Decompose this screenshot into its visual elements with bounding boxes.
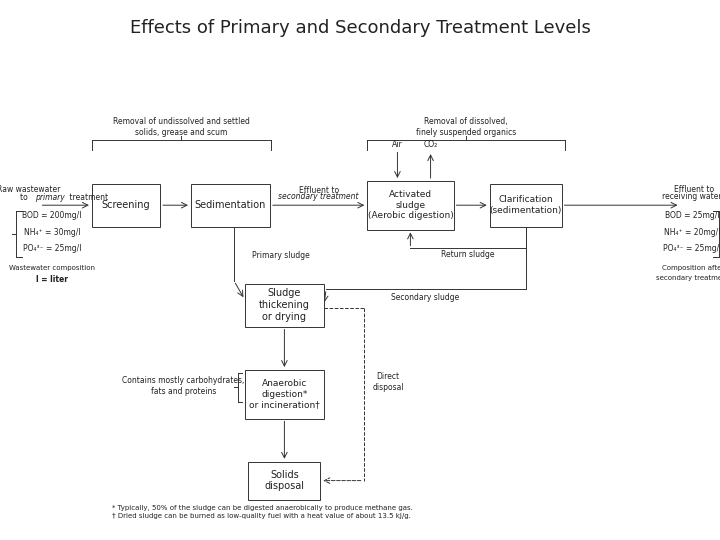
Text: Sludge
thickening
or drying: Sludge thickening or drying bbox=[259, 288, 310, 322]
Text: Clarification
(sedimentation): Clarification (sedimentation) bbox=[490, 195, 562, 215]
Text: Activated
sludge
(Aerobic digestion): Activated sludge (Aerobic digestion) bbox=[367, 190, 454, 220]
FancyBboxPatch shape bbox=[191, 184, 270, 227]
FancyBboxPatch shape bbox=[245, 370, 324, 418]
Text: Screening: Screening bbox=[102, 200, 150, 210]
Text: Anaerobic
digestion*
or incineration†: Anaerobic digestion* or incineration† bbox=[249, 379, 320, 409]
Text: Primary sludge: Primary sludge bbox=[252, 251, 310, 260]
Text: Direct
disposal: Direct disposal bbox=[372, 373, 404, 392]
Text: Effluent to: Effluent to bbox=[674, 185, 714, 193]
Text: BOD = 200mg/l: BOD = 200mg/l bbox=[22, 212, 81, 220]
Text: PO₄³⁻ = 25mg/l: PO₄³⁻ = 25mg/l bbox=[22, 244, 81, 253]
Text: Removal of undissolved and settled
solids, grease and scum: Removal of undissolved and settled solid… bbox=[113, 117, 250, 137]
Text: to: to bbox=[20, 193, 30, 201]
Text: Contains mostly carbohydrates,: Contains mostly carbohydrates, bbox=[122, 376, 245, 385]
Text: treatment: treatment bbox=[67, 193, 108, 201]
Text: fats and proteins: fats and proteins bbox=[151, 387, 216, 396]
Text: * Typically, 50% of the sludge can be digested anaerobically to produce methane : * Typically, 50% of the sludge can be di… bbox=[112, 504, 413, 511]
Text: † Dried sludge can be burned as low-quality fuel with a heat value of about 13.5: † Dried sludge can be burned as low-qual… bbox=[112, 513, 410, 519]
Text: Effects of Primary and Secondary Treatment Levels: Effects of Primary and Secondary Treatme… bbox=[130, 19, 590, 37]
Text: primary: primary bbox=[35, 193, 64, 201]
Text: Wastewater composition: Wastewater composition bbox=[9, 265, 95, 272]
FancyBboxPatch shape bbox=[92, 184, 160, 227]
FancyBboxPatch shape bbox=[248, 462, 320, 500]
FancyBboxPatch shape bbox=[367, 181, 454, 230]
Text: l = liter: l = liter bbox=[36, 275, 68, 284]
Text: Solids
disposal: Solids disposal bbox=[264, 470, 305, 491]
Text: CO₂: CO₂ bbox=[423, 140, 438, 149]
Text: PO₄³⁻ = 25mg/l: PO₄³⁻ = 25mg/l bbox=[663, 244, 720, 253]
Text: BOD = 25mg/l: BOD = 25mg/l bbox=[665, 212, 720, 220]
Text: Composition after: Composition after bbox=[662, 265, 720, 272]
Text: Effluent to: Effluent to bbox=[299, 186, 338, 194]
FancyBboxPatch shape bbox=[490, 184, 562, 227]
Text: Return sludge: Return sludge bbox=[441, 251, 495, 259]
Text: Sedimentation: Sedimentation bbox=[194, 200, 266, 210]
Text: NH₄⁺ = 20mg/l: NH₄⁺ = 20mg/l bbox=[665, 228, 720, 237]
Text: NH₄⁺ = 30mg/l: NH₄⁺ = 30mg/l bbox=[24, 228, 80, 237]
FancyBboxPatch shape bbox=[245, 284, 324, 327]
Text: Secondary sludge: Secondary sludge bbox=[391, 293, 459, 301]
Text: Removal of dissolved,
finely suspended organics: Removal of dissolved, finely suspended o… bbox=[416, 117, 516, 137]
Text: secondary treatment: secondary treatment bbox=[656, 275, 720, 281]
Text: secondary treatment: secondary treatment bbox=[279, 192, 359, 201]
Text: receiving waters: receiving waters bbox=[662, 192, 720, 201]
Text: Air: Air bbox=[392, 140, 402, 149]
Text: Raw wastewater: Raw wastewater bbox=[0, 185, 60, 193]
